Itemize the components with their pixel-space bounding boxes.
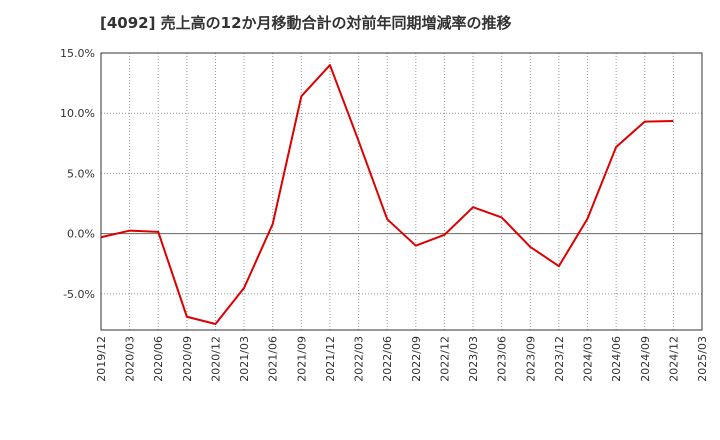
x-axis-ticks: 2019/12 2020/03 2020/06 2020/09 2020/12 2021/… (95, 336, 709, 382)
x-tick-label: 2020/12 (209, 336, 222, 382)
x-tick-label: 2020/06 (152, 336, 165, 382)
x-tick-label: 2022/09 (410, 336, 423, 382)
x-tick-label: 2022/12 (438, 336, 451, 382)
x-tick-label: 2024/09 (639, 336, 652, 382)
x-tick-label: 2020/09 (181, 336, 194, 382)
y-tick-label: 10.0% (60, 107, 95, 120)
chart-title: [4092] 売上高の12か月移動合計の対前年同期増減率の推移 (100, 14, 512, 32)
x-tick-label: 2023/06 (496, 336, 509, 382)
x-tick-label: 2020/03 (124, 336, 137, 382)
y-tick-label: 0.0% (67, 228, 95, 241)
x-tick-label: 2023/12 (553, 336, 566, 382)
series-layer (100, 64, 674, 325)
y-tick-label: 5.0% (67, 167, 95, 180)
series-line (100, 64, 674, 325)
x-tick-label: 2021/03 (238, 336, 251, 382)
x-tick-label: 2021/06 (267, 336, 280, 382)
y-tick-label: -5.0% (63, 288, 95, 301)
x-tick-label: 2023/03 (467, 336, 480, 382)
x-tick-label: 2025/03 (696, 336, 709, 382)
y-tick-label: 15.0% (60, 47, 95, 60)
x-tick-label: 2022/03 (353, 336, 366, 382)
y-axis-ticks: -5.0% 0.0% 5.0% 10.0% 15.0% (60, 47, 95, 301)
x-tick-label: 2024/06 (610, 336, 623, 382)
x-tick-label: 2021/12 (324, 336, 337, 382)
x-tick-label: 2019/12 (95, 336, 108, 382)
x-tick-label: 2021/09 (295, 336, 308, 382)
plot-frame (100, 52, 703, 331)
x-tick-label: 2022/06 (381, 336, 394, 382)
grid-lines (101, 52, 702, 330)
x-tick-label: 2024/03 (582, 336, 595, 382)
x-tick-label: 2023/09 (524, 336, 537, 382)
x-tick-label: 2024/12 (667, 336, 680, 382)
